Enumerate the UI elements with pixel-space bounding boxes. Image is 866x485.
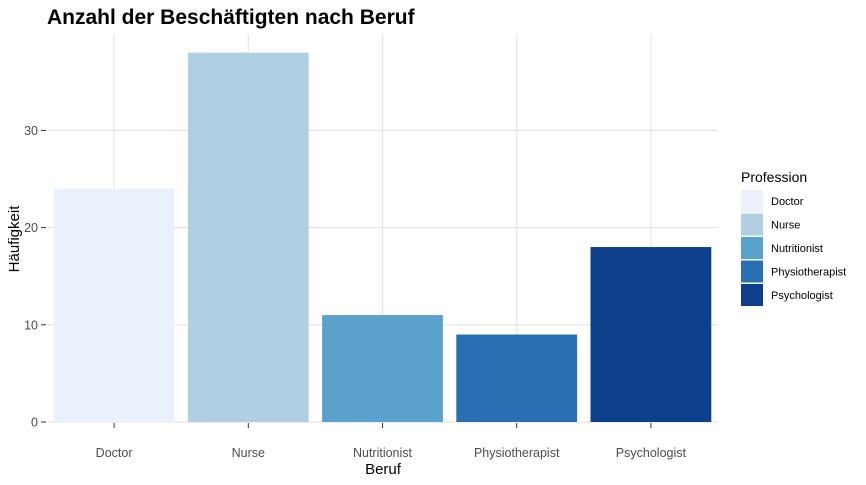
legend-key-physiotherapist [741,260,763,283]
bar-doctor [53,188,175,422]
legend-key-doctor [741,190,763,212]
x-tick-label-nutritionist: Nutritionist [353,446,413,460]
legend-label-doctor: Doctor [771,196,804,208]
legend-label-nutritionist: Nutritionist [771,243,823,255]
legend-key-nutritionist [741,237,763,259]
legend-label-physiotherapist: Physiotherapist [771,267,846,279]
x-axis: Doctor Nurse Nutritionist Physiotherapist Ps… [96,423,687,460]
x-tick-label-nurse: Nurse [232,446,265,460]
bar-psychologist [590,247,712,422]
y-tick-label-30: 30 [24,124,38,138]
x-axis-title: Beruf [365,461,402,478]
bar-physiotherapist [456,334,578,422]
y-axis-title: Häufigkeit [6,205,23,273]
legend: Profession Doctor Nurse Nutritionist Physio… [741,169,846,306]
y-tick-label-10: 10 [24,318,38,332]
y-tick-label-0: 0 [31,416,38,430]
bar-nurse [187,52,309,422]
legend-key-nurse [741,213,763,236]
legend-label-nurse: Nurse [771,220,800,232]
y-tick-label-20: 20 [24,221,38,235]
bars [53,52,712,422]
y-axis: 0 10 20 30 [24,124,46,430]
chart-title: Anzahl der Beschäftigten nach Beruf [47,6,416,29]
x-tick-label-psychologist: Psychologist [616,446,687,460]
bar-nutritionist [322,315,443,422]
x-tick-label-physiotherapist: Physiotherapist [474,446,560,460]
legend-key-psychologist [741,284,763,306]
legend-label-psychologist: Psychologist [771,290,833,302]
legend-title: Profession [741,169,807,185]
x-tick-label-doctor: Doctor [96,446,133,460]
